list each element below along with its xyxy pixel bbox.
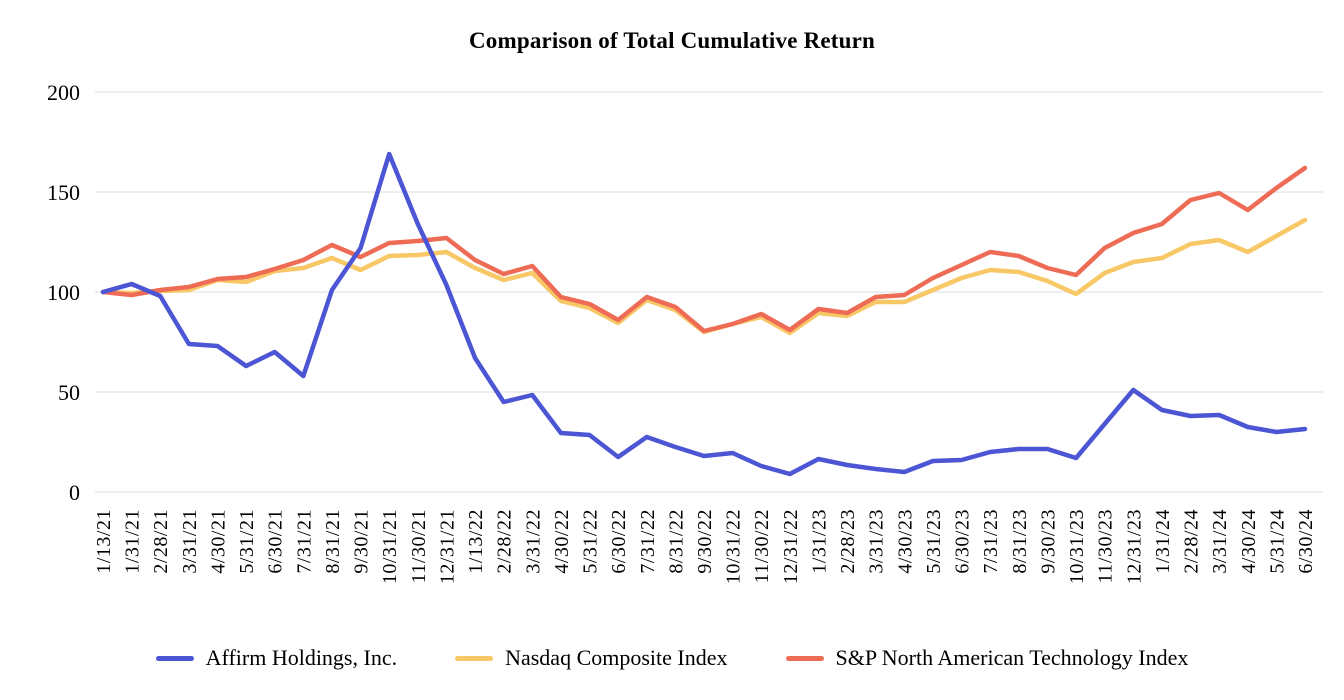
- plot-area: 0 50 100 150 200 1/13/21 1/31/21 2/28/21 3/31/2…: [47, 80, 1323, 584]
- x-axis-tick-label: 12/31/21: [436, 509, 458, 584]
- x-axis-tick-label: 3/31/22: [522, 509, 544, 574]
- x-axis-tick-label: 4/30/24: [1238, 509, 1260, 574]
- x-axis-tick-label: 10/31/22: [723, 509, 745, 584]
- y-axis-labels: 0 50 100 150 200: [47, 80, 80, 505]
- x-axis-tick-label: 4/30/21: [207, 509, 229, 574]
- x-axis-tick-label: 5/31/23: [923, 509, 945, 574]
- legend: Affirm Holdings, Inc. Nasdaq Composite In…: [0, 645, 1344, 671]
- legend-label: S&P North American Technology Index: [835, 645, 1189, 670]
- x-axis-tick-label: 6/30/21: [265, 509, 287, 574]
- legend-item: Affirm Holdings, Inc.: [155, 645, 398, 671]
- legend-label: Affirm Holdings, Inc.: [205, 645, 398, 670]
- legend-dash-icon: [785, 655, 824, 661]
- x-axis-tick-label: 3/31/24: [1209, 509, 1231, 574]
- x-axis-tick-label: 7/31/23: [980, 509, 1002, 574]
- x-axis-tick-label: 5/31/21: [236, 509, 258, 574]
- x-axis-tick-label: 12/31/23: [1123, 509, 1145, 584]
- x-axis-tick-label: 9/30/22: [694, 509, 716, 574]
- x-axis-tick-label: 5/31/24: [1266, 509, 1288, 574]
- x-axis-tick-label: 6/30/23: [952, 509, 974, 574]
- x-axis-tick-label: 8/31/23: [1009, 509, 1031, 574]
- chart-title: Comparison of Total Cumulative Return: [468, 28, 876, 53]
- x-axis-tick-label: 2/28/24: [1181, 509, 1203, 574]
- x-axis-tick-label: 4/30/22: [551, 509, 573, 574]
- x-axis-tick-label: 8/31/22: [665, 509, 687, 574]
- y-axis-tick-label: 0: [69, 480, 80, 505]
- x-axis-tick-label: 2/28/23: [837, 509, 859, 574]
- y-axis-tick-label: 150: [47, 180, 80, 205]
- legend-item: S&P North American Technology Index: [785, 645, 1189, 671]
- series-line: [100, 165, 1308, 334]
- y-axis-tick-label: 50: [58, 380, 80, 405]
- x-axis-tick-label: 1/13/21: [93, 509, 115, 574]
- y-axis-tick-label: 200: [47, 80, 80, 105]
- x-axis-tick-label: 4/30/23: [894, 509, 916, 574]
- y-axis-tick-label: 100: [47, 280, 80, 305]
- legend-label: Nasdaq Composite Index: [505, 645, 728, 670]
- x-axis-tick-label: 10/31/23: [1066, 509, 1088, 584]
- x-axis-tick-label: 12/31/22: [780, 509, 802, 584]
- x-axis-tick-label: 1/31/23: [808, 509, 830, 574]
- x-axis-tick-label: 2/28/22: [494, 509, 516, 574]
- x-axis-tick-label: 1/13/22: [465, 509, 487, 574]
- x-axis-tick-label: 1/31/21: [122, 509, 144, 574]
- series-lines: [100, 151, 1308, 477]
- gridlines: [95, 91, 1323, 493]
- x-axis-tick-label: 1/31/24: [1152, 509, 1174, 574]
- legend-dash-icon: [155, 655, 194, 661]
- x-axis-tick-label: 8/31/21: [322, 509, 344, 574]
- x-axis-tick-label: 11/30/21: [408, 509, 430, 583]
- x-axis-labels: 1/13/21 1/31/21 2/28/21 3/31/21 4/30/21 5/31/…: [93, 509, 1317, 584]
- x-axis-tick-label: 10/31/21: [379, 509, 401, 584]
- x-axis-tick-label: 6/30/24: [1295, 509, 1317, 574]
- x-axis-tick-label: 9/30/23: [1037, 509, 1059, 574]
- x-axis-tick-label: 7/31/21: [293, 509, 315, 574]
- x-axis-tick-label: 6/30/22: [608, 509, 630, 574]
- x-axis-tick-label: 5/31/22: [580, 509, 602, 574]
- x-axis-tick-label: 3/31/21: [179, 509, 201, 574]
- x-axis-tick-label: 11/30/22: [751, 509, 773, 583]
- x-axis-tick-label: 3/31/23: [866, 509, 888, 574]
- legend-item: Nasdaq Composite Index: [455, 645, 728, 671]
- x-axis-tick-label: 2/28/21: [150, 509, 172, 574]
- x-axis-tick-label: 9/30/21: [351, 509, 373, 574]
- x-axis-tick-label: 11/30/23: [1095, 509, 1117, 583]
- series-line: [100, 151, 1308, 477]
- legend-dash-icon: [455, 655, 494, 661]
- x-axis-tick-label: 7/31/22: [637, 509, 659, 574]
